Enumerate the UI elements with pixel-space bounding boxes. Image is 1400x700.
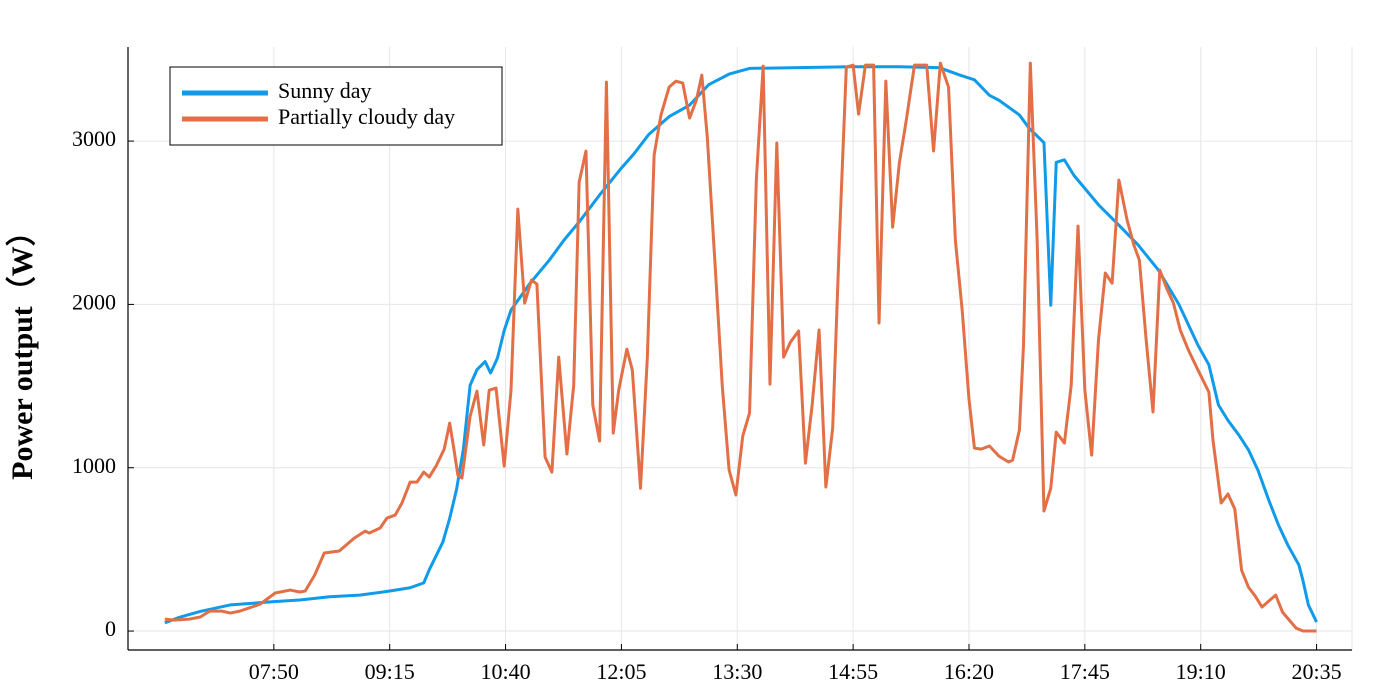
x-tick-label: 20:35	[1291, 659, 1341, 684]
series-line	[164, 61, 1317, 633]
x-tick-label: 09:15	[365, 659, 415, 684]
y-tick-label: 3000	[72, 126, 116, 151]
x-tick-label: 10:40	[480, 659, 530, 684]
x-tick-label: 13:30	[712, 659, 762, 684]
x-tick-label: 16:20	[944, 659, 994, 684]
y-tick-label: 2000	[72, 289, 116, 314]
series-line	[164, 65, 1318, 625]
x-tick-label: 19:10	[1176, 659, 1226, 684]
y-tick-label: 0	[105, 616, 116, 641]
y-tick-label: 1000	[72, 453, 116, 478]
legend-box	[169, 66, 503, 146]
y-axis-label: Power output（W）	[5, 216, 39, 480]
x-tick-label: 14:55	[828, 659, 878, 684]
legend-label: Sunny day	[278, 78, 372, 103]
x-tick-label: 17:45	[1060, 659, 1110, 684]
legend-label: Partially cloudy day	[278, 104, 455, 129]
x-tick-label: 07:50	[249, 659, 299, 684]
x-tick-label: 12:05	[596, 659, 646, 684]
